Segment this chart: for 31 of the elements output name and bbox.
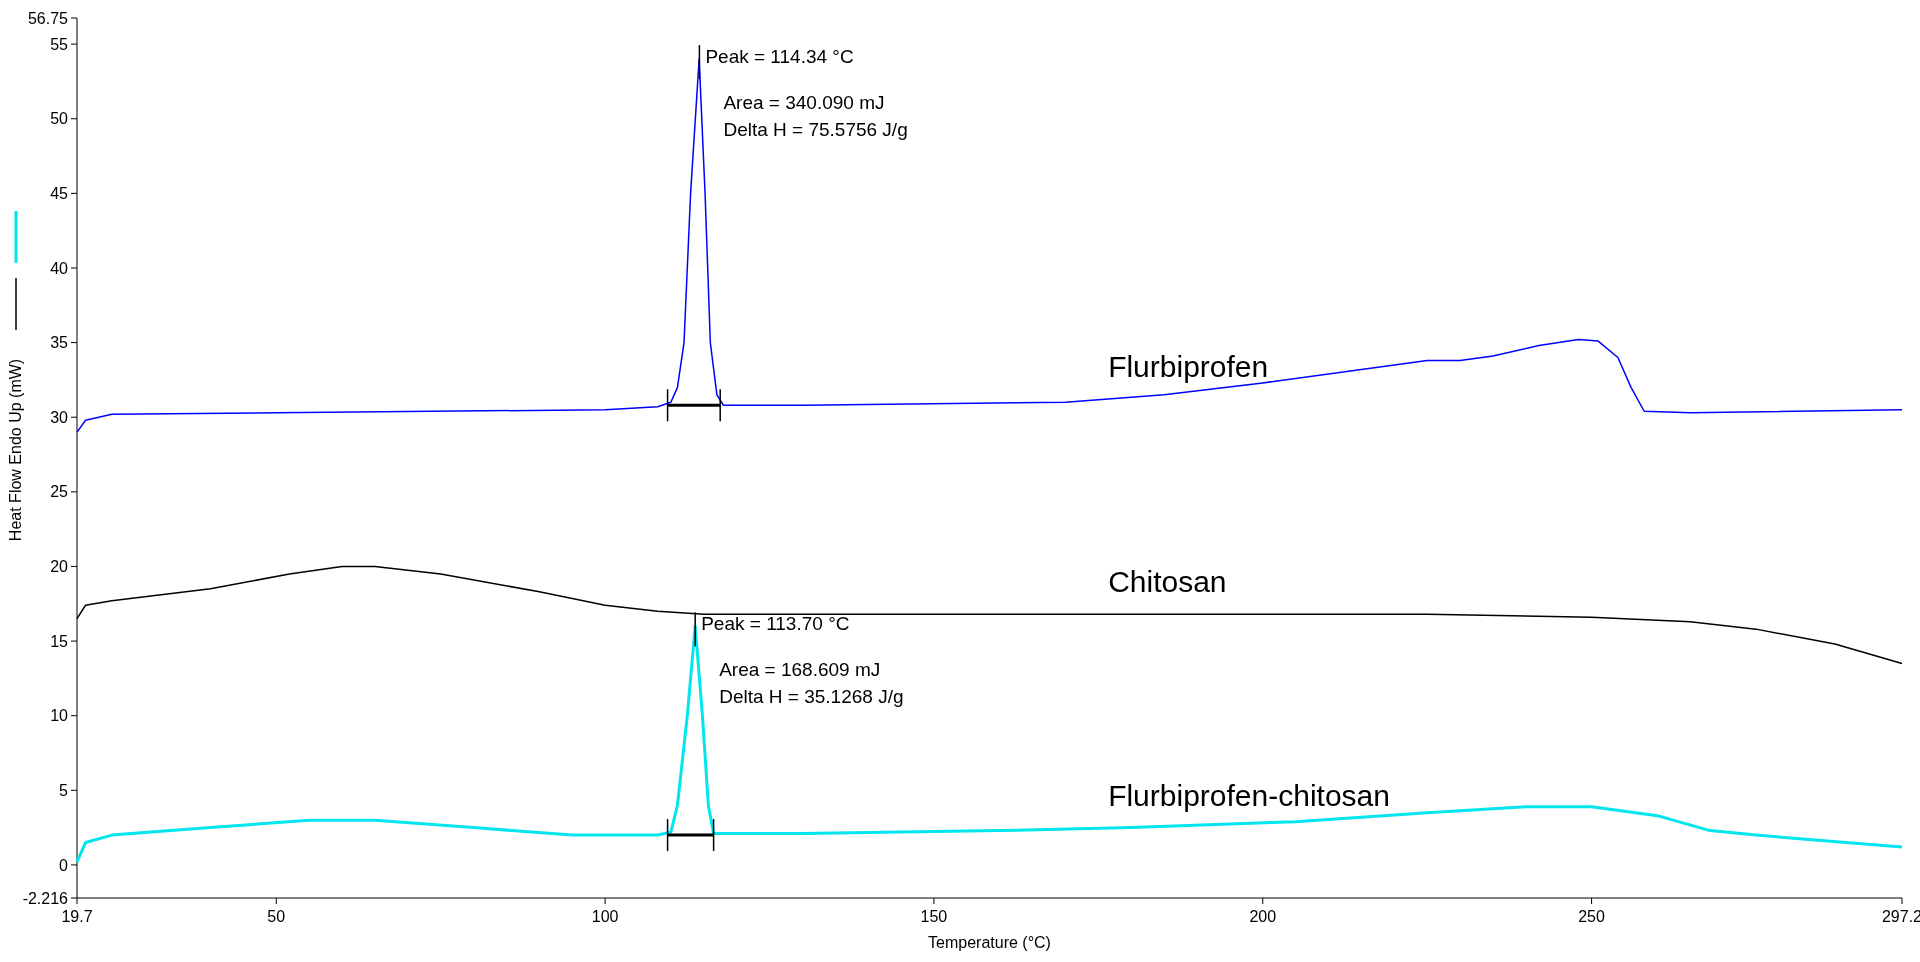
series-label: Chitosan <box>1108 565 1227 599</box>
x-tick-label: 200 <box>1249 908 1277 925</box>
annotation: Area = 168.609 mJ <box>719 659 881 681</box>
y-tick-label: 30 <box>50 408 69 426</box>
annotation: Peak = 114.34 °C <box>705 46 854 68</box>
x-tick-label: 150 <box>920 908 948 925</box>
x-tick-label: 100 <box>591 908 619 925</box>
y-tick-label: 25 <box>50 483 69 501</box>
y-tick-label: 56.75 <box>27 9 69 27</box>
y-tick-label: 5 <box>59 781 69 799</box>
annotation: Area = 340.090 mJ <box>723 92 885 114</box>
x-tick-label: 19.7 <box>61 908 93 925</box>
x-tick-label: 250 <box>1578 908 1606 925</box>
y-tick-label: 55 <box>50 35 69 53</box>
x-axis-title: Temperature (°C) <box>928 934 1051 951</box>
y-tick-label: 45 <box>50 184 69 202</box>
annotation: Delta H = 75.5756 J/g <box>723 119 908 141</box>
y-tick-label: 20 <box>50 558 69 576</box>
y-tick-label: -2.216 <box>22 889 69 907</box>
y-tick-label: 10 <box>50 707 69 725</box>
annotation: Delta H = 35.1268 J/g <box>719 686 904 708</box>
y-tick-label: 15 <box>50 632 69 650</box>
annotation: Peak = 113.70 °C <box>701 613 850 635</box>
y-axis-title: Heat Flow Endo Up (mW) <box>7 358 24 542</box>
y-tick-label: 50 <box>50 110 69 128</box>
series-label: Flurbiprofen <box>1108 350 1269 384</box>
y-tick-label: 35 <box>50 334 69 352</box>
y-tick-label: 40 <box>50 259 69 277</box>
x-tick-label: 50 <box>267 908 286 925</box>
y-tick-label: 0 <box>59 856 69 874</box>
series-label: Flurbiprofen-chitosan <box>1108 779 1390 813</box>
